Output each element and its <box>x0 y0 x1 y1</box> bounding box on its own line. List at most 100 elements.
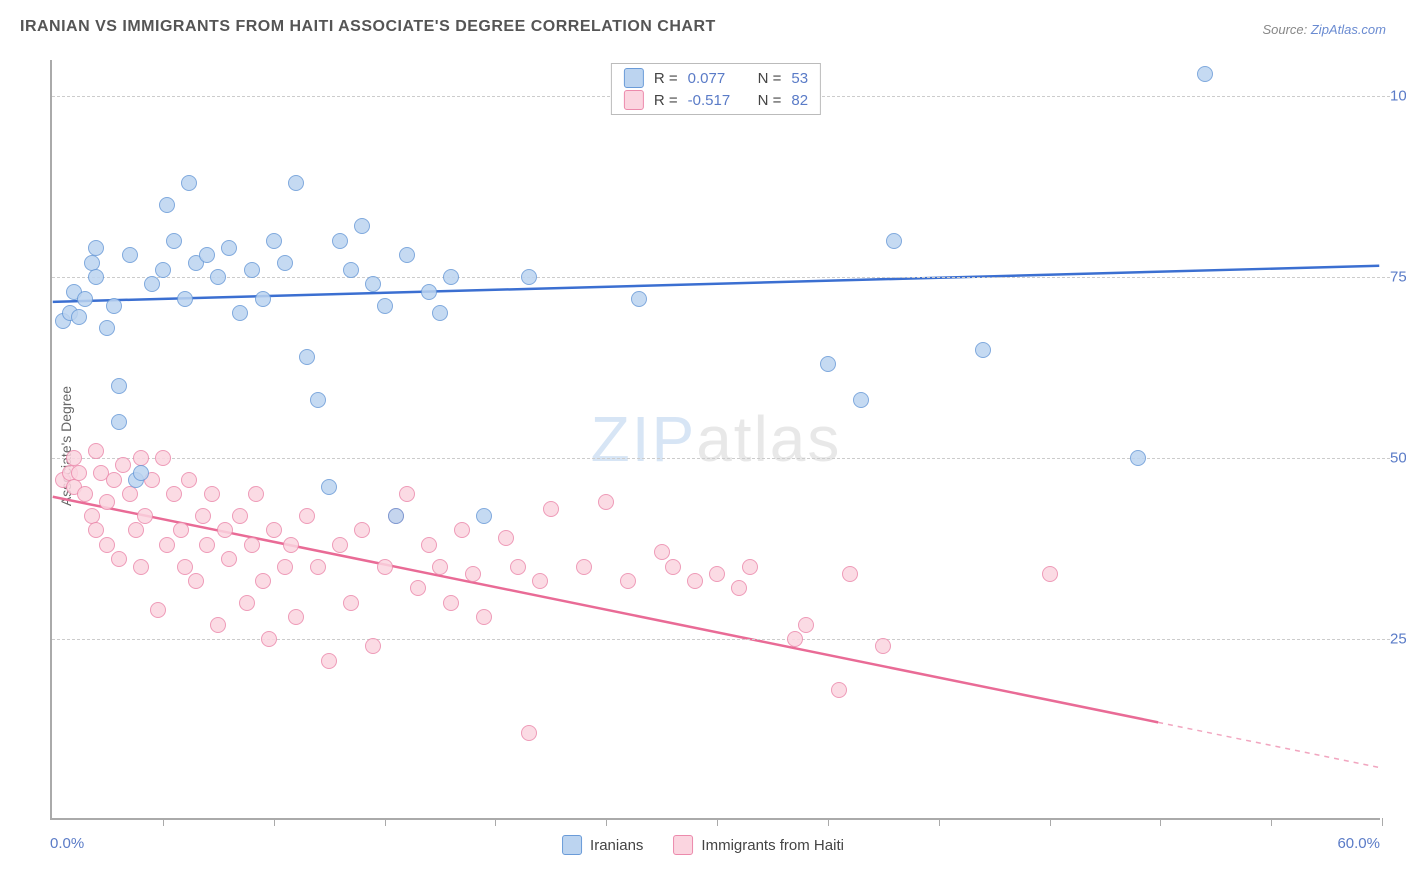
scatter-point-blue <box>244 262 260 278</box>
scatter-point-pink <box>354 522 370 538</box>
scatter-point-pink <box>88 443 104 459</box>
scatter-point-pink <box>88 522 104 538</box>
x-tick-mark <box>606 818 607 826</box>
x-tick-mark <box>274 818 275 826</box>
scatter-point-pink <box>288 609 304 625</box>
scatter-point-pink <box>443 595 459 611</box>
scatter-point-blue <box>177 291 193 307</box>
y-tick-label: 50.0% <box>1390 450 1406 467</box>
swatch-blue <box>624 68 644 88</box>
scatter-point-blue <box>377 298 393 314</box>
scatter-point-pink <box>261 631 277 647</box>
scatter-point-pink <box>332 537 348 553</box>
scatter-point-pink <box>188 573 204 589</box>
scatter-point-blue <box>521 269 537 285</box>
scatter-point-pink <box>210 617 226 633</box>
watermark: ZIPatlas <box>591 402 842 476</box>
scatter-point-pink <box>709 566 725 582</box>
scatter-point-pink <box>798 617 814 633</box>
scatter-point-blue <box>354 218 370 234</box>
scatter-point-blue <box>631 291 647 307</box>
legend-row-pink: R = -0.517 N = 82 <box>624 90 808 110</box>
scatter-point-blue <box>111 414 127 430</box>
scatter-point-pink <box>476 609 492 625</box>
scatter-point-pink <box>532 573 548 589</box>
source-attribution: Source: ZipAtlas.com <box>1262 22 1386 37</box>
x-tick-mark <box>495 818 496 826</box>
series-label-blue: Iranians <box>590 837 643 854</box>
source-prefix: Source: <box>1262 22 1310 37</box>
scatter-point-blue <box>277 255 293 271</box>
scatter-point-blue <box>399 247 415 263</box>
scatter-point-pink <box>543 501 559 517</box>
swatch-pink <box>624 90 644 110</box>
scatter-point-pink <box>137 508 153 524</box>
scatter-point-blue <box>332 233 348 249</box>
scatter-point-pink <box>365 638 381 654</box>
scatter-point-pink <box>399 486 415 502</box>
scatter-point-blue <box>159 197 175 213</box>
scatter-point-pink <box>111 551 127 567</box>
scatter-point-pink <box>115 457 131 473</box>
scatter-point-pink <box>106 472 122 488</box>
scatter-point-pink <box>71 465 87 481</box>
scatter-point-pink <box>239 595 255 611</box>
x-tick-mark <box>1160 818 1161 826</box>
scatter-point-pink <box>454 522 470 538</box>
scatter-point-pink <box>665 559 681 575</box>
scatter-point-pink <box>343 595 359 611</box>
scatter-point-blue <box>199 247 215 263</box>
scatter-point-pink <box>221 551 237 567</box>
scatter-point-blue <box>99 320 115 336</box>
scatter-point-blue <box>221 240 237 256</box>
scatter-point-pink <box>310 559 326 575</box>
legend-item-blue: Iranians <box>562 835 643 855</box>
scatter-point-blue <box>106 298 122 314</box>
legend-row-blue: R = 0.077 N = 53 <box>624 68 808 88</box>
correlation-legend: R = 0.077 N = 53 R = -0.517 N = 82 <box>611 63 821 115</box>
scatter-point-pink <box>510 559 526 575</box>
scatter-point-pink <box>266 522 282 538</box>
scatter-point-pink <box>150 602 166 618</box>
scatter-point-blue <box>77 291 93 307</box>
scatter-point-blue <box>886 233 902 249</box>
scatter-point-pink <box>248 486 264 502</box>
source-link[interactable]: ZipAtlas.com <box>1311 22 1386 37</box>
series-label-pink: Immigrants from Haiti <box>701 837 844 854</box>
x-tick-mark <box>717 818 718 826</box>
grid-line <box>52 639 1390 640</box>
watermark-suffix: atlas <box>696 403 841 475</box>
scatter-point-pink <box>199 537 215 553</box>
x-tick-mark <box>828 818 829 826</box>
chart-container: IRANIAN VS IMMIGRANTS FROM HAITI ASSOCIA… <box>0 0 1406 892</box>
scatter-point-pink <box>181 472 197 488</box>
scatter-point-pink <box>177 559 193 575</box>
x-tick-mark <box>385 818 386 826</box>
scatter-point-pink <box>498 530 514 546</box>
x-axis-max-label: 60.0% <box>1337 835 1380 852</box>
scatter-point-blue <box>133 465 149 481</box>
scatter-point-pink <box>576 559 592 575</box>
scatter-point-pink <box>421 537 437 553</box>
scatter-point-blue <box>88 240 104 256</box>
series-legend: Iranians Immigrants from Haiti <box>562 835 844 855</box>
scatter-point-blue <box>111 378 127 394</box>
plot-area: ZIPatlas R = 0.077 N = 53 R = -0.517 N =… <box>50 60 1380 820</box>
x-axis-min-label: 0.0% <box>50 835 84 852</box>
scatter-point-blue <box>288 175 304 191</box>
scatter-point-pink <box>299 508 315 524</box>
x-tick-mark <box>939 818 940 826</box>
scatter-point-blue <box>144 276 160 292</box>
scatter-point-pink <box>620 573 636 589</box>
scatter-point-blue <box>71 309 87 325</box>
scatter-point-blue <box>310 392 326 408</box>
scatter-point-pink <box>133 559 149 575</box>
grid-line <box>52 458 1390 459</box>
x-tick-mark <box>1271 818 1272 826</box>
scatter-point-blue <box>122 247 138 263</box>
scatter-point-pink <box>1042 566 1058 582</box>
scatter-point-blue <box>181 175 197 191</box>
scatter-point-pink <box>166 486 182 502</box>
y-tick-label: 100.0% <box>1390 88 1406 105</box>
scatter-point-pink <box>99 537 115 553</box>
